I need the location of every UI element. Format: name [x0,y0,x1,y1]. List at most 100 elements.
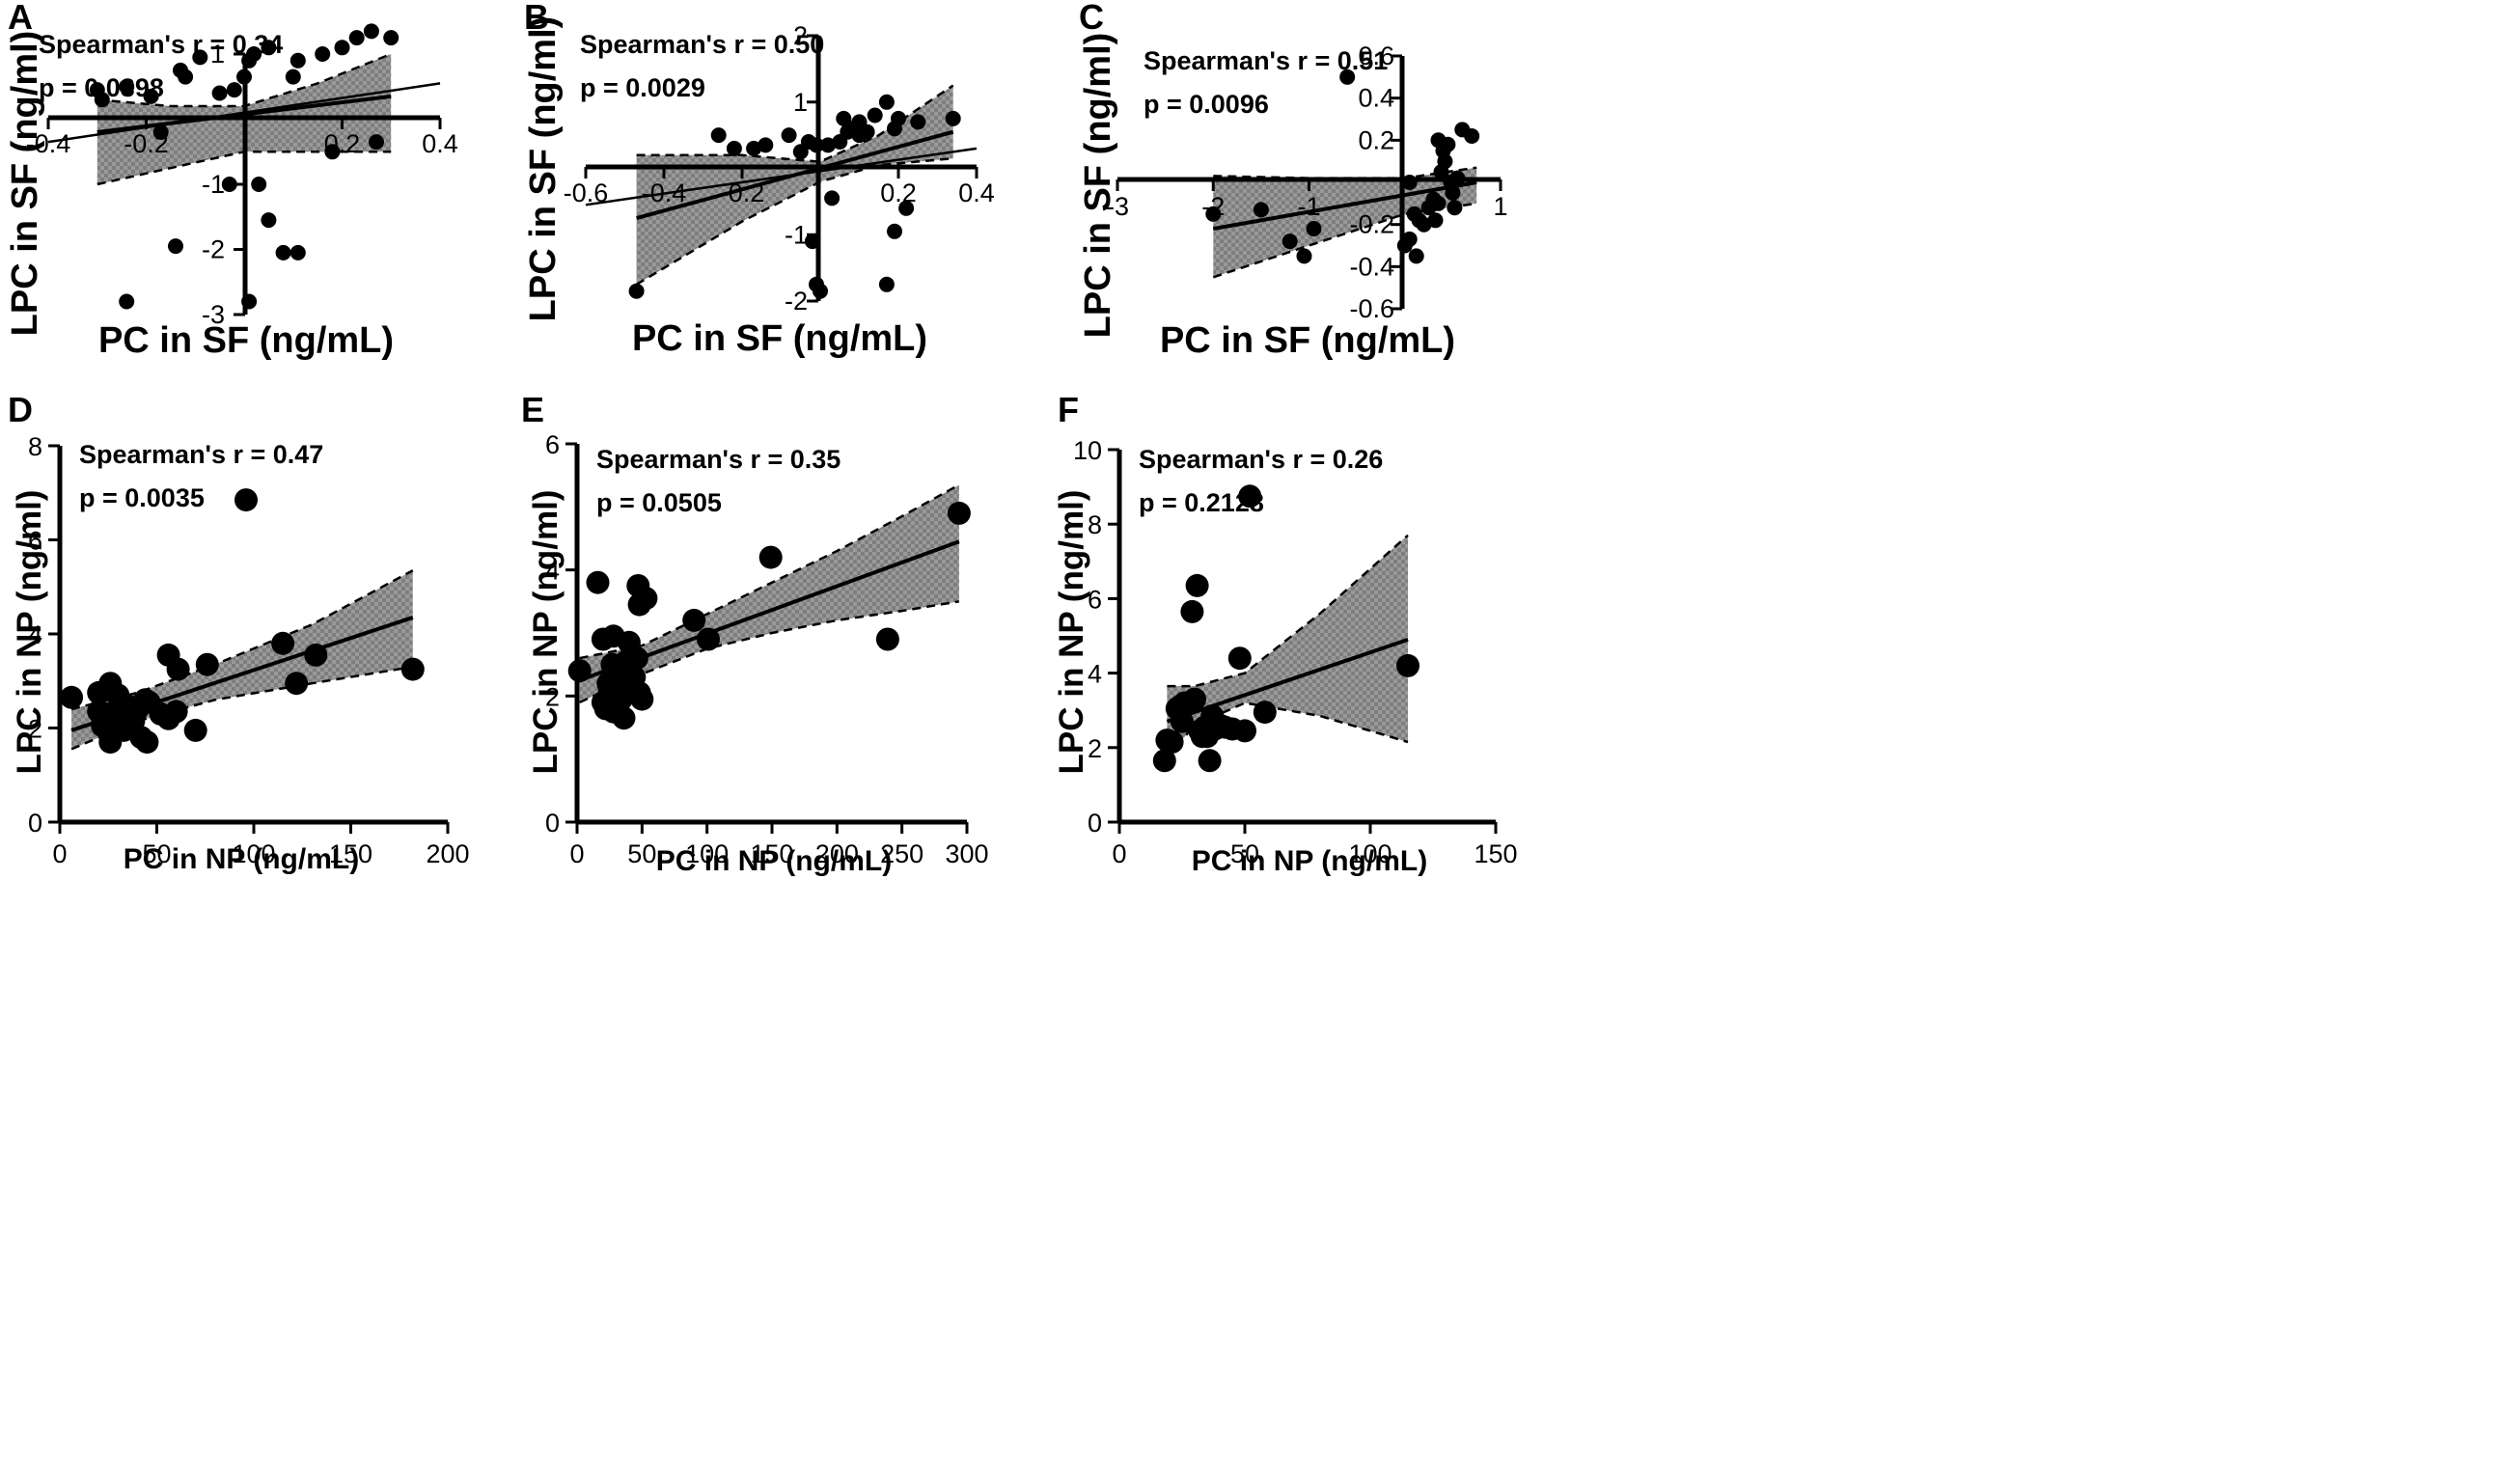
panel-letter: A [8,0,33,37]
data-point [304,643,328,667]
data-point [1152,749,1176,773]
data-point [261,40,277,56]
data-point [289,52,306,69]
x-tick-label: 100 [1348,839,1392,868]
data-point [234,488,258,512]
spearman-r: Spearman's r = 0.26 [1139,445,1383,474]
data-point [682,608,706,632]
data-point [334,40,350,56]
data-point [400,657,425,681]
y-tick-label: 4 [28,620,42,649]
x-tick-label: -3 [1106,192,1129,221]
y-tick-label: -1 [785,220,808,249]
panel-letter: E [521,390,544,429]
data-point [285,69,301,85]
panel-letter: D [8,390,33,429]
data-point [241,293,258,310]
data-point [867,107,883,124]
data-point [1227,646,1252,671]
y-tick-label: 8 [1088,510,1102,539]
data-point [166,657,190,681]
data-point [1198,749,1222,773]
data-point [878,94,895,110]
panel-letter: C [1079,0,1104,37]
y-tick-label: 4 [545,557,560,586]
x-tick-label: 200 [426,839,469,868]
data-point [119,293,135,310]
panel-f: F 0 50 100 150 0 2 4 6 8 10 Spearman's r = 0.26 p = … [1053,390,1518,877]
confidence-band-lower [579,600,960,704]
data-point [1447,200,1463,216]
data-point [910,114,926,130]
y-tick-label: -0.2 [1349,210,1394,239]
data-point [168,238,183,255]
x-tick-label: 150 [329,839,372,868]
data-point [891,110,906,126]
y-axis-title: LPC in NP (ng/ml) [11,490,48,775]
x-tick-label: 150 [1474,839,1517,868]
spearman-r: Spearman's r = 0.47 [79,440,323,469]
data-point [945,110,961,126]
data-point [246,46,262,62]
x-axis-title: PC in SF (ng/mL) [632,318,927,359]
data-point [1160,730,1184,754]
data-point [195,652,219,676]
x-tick-label: 50 [142,839,171,868]
data-point [1401,231,1418,247]
data-point [758,545,783,569]
x-tick-label: 150 [750,839,793,868]
data-point [94,92,110,108]
data-point [143,88,159,104]
data-point [1205,206,1222,222]
data-point [1233,719,1256,743]
data-point [624,646,648,671]
data-point [813,283,828,299]
x-tick-label: 250 [880,839,923,868]
x-axis-title: PC in NP (ng/mL) [124,843,359,875]
y-tick-label: 2 [793,21,808,50]
y-tick-label: -2 [785,287,808,316]
y-tick-label: 0 [28,809,42,838]
x-tick-label: 100 [232,839,275,868]
data-point [275,244,291,261]
confidence-band-upper [1167,534,1409,688]
data-point [285,672,309,696]
x-tick-label: 50 [1230,839,1259,868]
data-point [630,687,654,711]
y-tick-label: 6 [28,527,42,556]
x-tick-label: -1 [1297,192,1320,221]
x-axis-title: PC in SF (ng/mL) [1160,320,1455,361]
y-axis-title: LPC in SF (ng/ml) [523,16,564,322]
data-point [726,140,742,156]
x-tick-label: 0 [52,839,67,868]
y-tick-label: 0.6 [1358,41,1394,70]
data-point [1180,599,1204,623]
data-point [1339,69,1356,85]
data-point [1430,195,1447,211]
data-point [1185,573,1209,597]
p-value: p = 0.0035 [79,483,205,512]
x-tick-label: 0.4 [958,179,995,207]
y-tick-label: 2 [28,715,42,744]
spearman-r: Spearman's r = 0.50 [580,30,824,59]
data-point [226,82,242,98]
data-point [383,30,400,46]
data-point [1296,248,1312,264]
y-tick-label: 6 [1088,585,1102,614]
data-point [1282,234,1298,250]
fit-line [636,129,954,220]
data-point [1430,132,1447,149]
data-point [586,570,610,594]
panel-letter: B [524,0,549,37]
data-point [164,700,188,724]
p-value: p = 0.0505 [596,488,722,517]
data-point [1401,175,1418,190]
data-point [820,137,837,153]
x-tick-label: 200 [815,839,859,868]
y-tick-label: -0.6 [1349,294,1394,323]
data-point [567,659,592,683]
y-tick-label: 0.4 [1358,84,1394,113]
data-point [348,30,365,46]
data-point [289,244,306,261]
p-value: p = 0.2128 [1139,488,1264,517]
